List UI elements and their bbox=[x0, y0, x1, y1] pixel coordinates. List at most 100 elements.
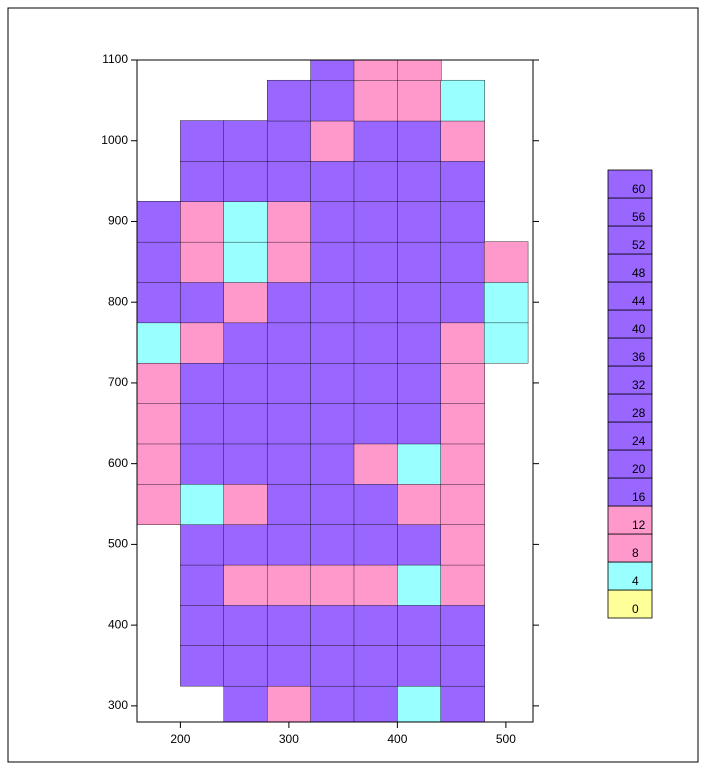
contour-cell bbox=[224, 403, 268, 444]
x-tick-label: 300 bbox=[279, 732, 299, 746]
y-tick-label: 700 bbox=[108, 375, 128, 389]
contour-cell bbox=[180, 201, 224, 242]
contour-cell bbox=[267, 524, 311, 565]
contour-cell bbox=[224, 524, 268, 565]
y-tick-label: 1100 bbox=[102, 52, 128, 66]
contour-cell bbox=[354, 121, 398, 162]
contour-cell bbox=[397, 484, 441, 525]
contour-cell bbox=[354, 565, 398, 606]
contour-cell bbox=[441, 121, 485, 162]
contour-cell bbox=[354, 201, 398, 242]
y-tick-label: 400 bbox=[108, 617, 128, 631]
contour-cell bbox=[397, 363, 441, 404]
contour-cell bbox=[267, 403, 311, 444]
contour-cell bbox=[441, 565, 485, 606]
contour-cell bbox=[354, 282, 398, 323]
contour-cell bbox=[224, 605, 268, 646]
colorbar-band bbox=[608, 366, 652, 394]
contour-cell bbox=[267, 161, 311, 202]
colorbar-label: 8 bbox=[632, 546, 639, 560]
colorbar-label: 4 bbox=[632, 574, 639, 588]
contour-cell bbox=[311, 565, 355, 606]
contour-cell bbox=[397, 524, 441, 565]
colorbar-band bbox=[608, 450, 652, 478]
colorbar-band bbox=[608, 254, 652, 282]
contour-cell bbox=[484, 242, 528, 283]
contour-cell bbox=[441, 322, 485, 363]
contour-cell bbox=[267, 645, 311, 686]
contour-cell bbox=[397, 282, 441, 323]
contour-cell bbox=[441, 443, 485, 484]
colorbar-label: 60 bbox=[632, 182, 646, 196]
contour-cell bbox=[441, 363, 485, 404]
x-tick-label: 400 bbox=[387, 732, 407, 746]
contour-cell bbox=[441, 242, 485, 283]
colorbar-band bbox=[608, 478, 652, 506]
colorbar-label: 44 bbox=[632, 294, 646, 308]
contour-cell bbox=[397, 565, 441, 606]
contour-cell bbox=[267, 80, 311, 121]
contour-cell bbox=[441, 605, 485, 646]
contour-cell bbox=[267, 605, 311, 646]
y-tick-label: 500 bbox=[108, 537, 128, 551]
colorbar-band bbox=[608, 170, 652, 198]
contour-cell bbox=[311, 201, 355, 242]
contour-cell bbox=[441, 686, 485, 727]
contour-cell bbox=[267, 484, 311, 525]
colorbar-label: 16 bbox=[632, 490, 646, 504]
contour-cell bbox=[484, 322, 528, 363]
contour-cell bbox=[267, 322, 311, 363]
contour-cell bbox=[441, 282, 485, 323]
contour-cell bbox=[441, 403, 485, 444]
colorbar-label: 28 bbox=[632, 406, 646, 420]
contour-cell bbox=[311, 161, 355, 202]
colorbar-label: 40 bbox=[632, 322, 646, 336]
contour-cell bbox=[224, 121, 268, 162]
contour-cell bbox=[137, 201, 181, 242]
contour-cell bbox=[354, 161, 398, 202]
colorbar-band bbox=[608, 394, 652, 422]
y-tick-label: 1000 bbox=[101, 133, 128, 147]
contour-cell bbox=[354, 443, 398, 484]
contour-cell bbox=[397, 201, 441, 242]
contour-cell bbox=[224, 161, 268, 202]
contour-cell bbox=[311, 605, 355, 646]
contour-cell bbox=[354, 80, 398, 121]
contour-cell bbox=[180, 322, 224, 363]
contour-cell bbox=[267, 443, 311, 484]
colorbar-label: 48 bbox=[632, 266, 646, 280]
contour-cell bbox=[311, 443, 355, 484]
contour-cell bbox=[180, 282, 224, 323]
colorbar-label: 36 bbox=[632, 350, 646, 364]
contour-cell bbox=[354, 645, 398, 686]
contour-cell bbox=[441, 484, 485, 525]
contour-cell bbox=[311, 403, 355, 444]
colorbar-band bbox=[608, 198, 652, 226]
contour-cell bbox=[354, 484, 398, 525]
contour-cell bbox=[397, 645, 441, 686]
contour-cell bbox=[224, 201, 268, 242]
contour-cell bbox=[267, 282, 311, 323]
contour-cell bbox=[441, 201, 485, 242]
contour-cell bbox=[180, 242, 224, 283]
contour-cell bbox=[441, 524, 485, 565]
contour-cell bbox=[267, 686, 311, 727]
contour-cell bbox=[137, 484, 181, 525]
contour-cell bbox=[137, 443, 181, 484]
contour-cell bbox=[311, 322, 355, 363]
contour-cell bbox=[180, 443, 224, 484]
colorbar-band bbox=[608, 590, 652, 618]
contour-cell bbox=[354, 524, 398, 565]
colorbar-label: 32 bbox=[632, 378, 646, 392]
contour-cell bbox=[397, 322, 441, 363]
contour-cell bbox=[180, 605, 224, 646]
contour-cell bbox=[311, 121, 355, 162]
contour-cell bbox=[180, 363, 224, 404]
contour-cell bbox=[137, 363, 181, 404]
contour-cell bbox=[180, 121, 224, 162]
contour-cell bbox=[397, 161, 441, 202]
contour-cell bbox=[224, 363, 268, 404]
contour-cell bbox=[224, 282, 268, 323]
contour-cell bbox=[397, 443, 441, 484]
contour-cell bbox=[267, 565, 311, 606]
